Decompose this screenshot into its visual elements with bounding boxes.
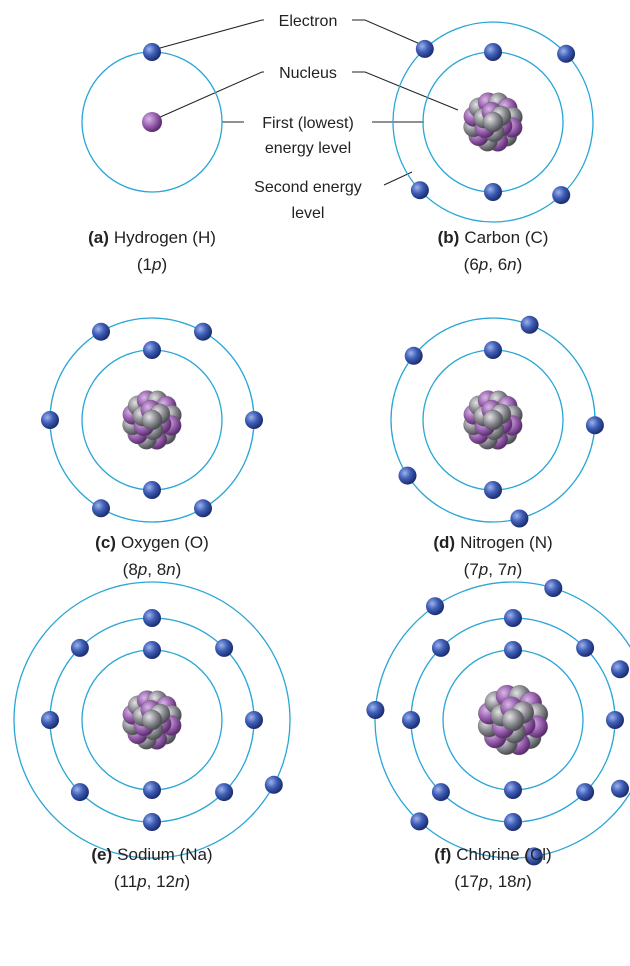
atom-formula: (1p) xyxy=(137,255,167,274)
electron xyxy=(510,510,528,528)
atom-letter: (c) xyxy=(95,533,116,552)
electron xyxy=(484,183,502,201)
electron xyxy=(143,781,161,799)
atom xyxy=(393,22,593,222)
electron xyxy=(71,783,89,801)
atom-name: Carbon (C) xyxy=(464,228,548,247)
atom-formula: (8p, 8n) xyxy=(123,560,182,579)
atom-name: Chlorine (Cl) xyxy=(456,845,551,864)
electron xyxy=(426,597,444,615)
label-second-level: Second energy xyxy=(254,179,362,196)
electron xyxy=(504,609,522,627)
electron xyxy=(557,45,575,63)
atom xyxy=(82,43,222,192)
label-electron: Electron xyxy=(279,13,338,30)
atom xyxy=(391,316,604,528)
nucleon xyxy=(483,410,503,430)
electron xyxy=(92,499,110,517)
electron xyxy=(544,579,562,597)
electron xyxy=(484,341,502,359)
nucleon xyxy=(483,112,503,132)
electron xyxy=(215,783,233,801)
nucleus xyxy=(142,112,162,132)
atom-caption: (c) Oxygen (O) xyxy=(95,533,209,552)
nucleon xyxy=(142,710,162,730)
electron xyxy=(399,467,417,485)
atom-formula: (17p, 18n) xyxy=(454,872,532,891)
atom-formula: (7p, 7n) xyxy=(464,560,523,579)
electron xyxy=(41,411,59,429)
atom-caption: (f) Chlorine (Cl) xyxy=(434,845,551,864)
electron xyxy=(410,812,428,830)
electron xyxy=(504,813,522,831)
electron xyxy=(611,660,629,678)
electron xyxy=(215,639,233,657)
electron xyxy=(576,639,594,657)
electron xyxy=(484,481,502,499)
electron xyxy=(265,776,283,794)
electron xyxy=(416,40,434,58)
label-first-level: energy level xyxy=(265,140,351,157)
electron xyxy=(143,43,161,61)
atom-caption: (a) Hydrogen (H) xyxy=(88,228,216,247)
atom-letter: (a) xyxy=(88,228,109,247)
electron xyxy=(576,783,594,801)
atom-formula: (6p, 6n) xyxy=(464,255,523,274)
label-first-level: First (lowest) xyxy=(262,115,354,132)
atom-formula: (11p, 12n) xyxy=(114,872,190,891)
label-second-level: level xyxy=(292,205,325,222)
electron xyxy=(432,639,450,657)
atom-letter: (b) xyxy=(438,228,460,247)
atom xyxy=(366,579,630,865)
atom-name: Hydrogen (H) xyxy=(114,228,216,247)
electron xyxy=(143,641,161,659)
atom-caption: (d) Nitrogen (N) xyxy=(433,533,552,552)
atom-caption: (e) Sodium (Na) xyxy=(91,845,212,864)
atom-diagram: Electron Nucleus First (lowest) energy l… xyxy=(0,0,630,966)
electron xyxy=(504,641,522,659)
electron xyxy=(606,711,624,729)
electron xyxy=(92,323,110,341)
electron xyxy=(245,411,263,429)
electron xyxy=(366,701,384,719)
electron xyxy=(411,181,429,199)
electron xyxy=(143,813,161,831)
electron xyxy=(143,609,161,627)
nucleon xyxy=(142,410,162,430)
electron xyxy=(71,639,89,657)
atom-caption: (b)Carbon (C) xyxy=(438,228,549,247)
atom-name: Sodium (Na) xyxy=(117,845,212,864)
electron xyxy=(586,416,604,434)
electron xyxy=(552,186,570,204)
electron xyxy=(402,711,420,729)
electron xyxy=(504,781,522,799)
electron xyxy=(194,499,212,517)
atom-letter: (d) xyxy=(433,533,455,552)
atom xyxy=(14,582,290,858)
atom-letter: (f) xyxy=(434,845,451,864)
label-nucleus: Nucleus xyxy=(279,65,337,82)
electron xyxy=(143,481,161,499)
electron xyxy=(405,347,423,365)
electron xyxy=(484,43,502,61)
electron xyxy=(41,711,59,729)
atom xyxy=(41,318,263,522)
electron xyxy=(432,783,450,801)
electron xyxy=(611,780,629,798)
electron xyxy=(521,316,539,334)
leader-lines xyxy=(158,20,458,185)
electron xyxy=(143,341,161,359)
electron xyxy=(194,323,212,341)
atom-letter: (e) xyxy=(91,845,112,864)
nucleon xyxy=(502,709,524,731)
atom-name: Oxygen (O) xyxy=(121,533,209,552)
electron xyxy=(245,711,263,729)
atom-name: Nitrogen (N) xyxy=(460,533,553,552)
